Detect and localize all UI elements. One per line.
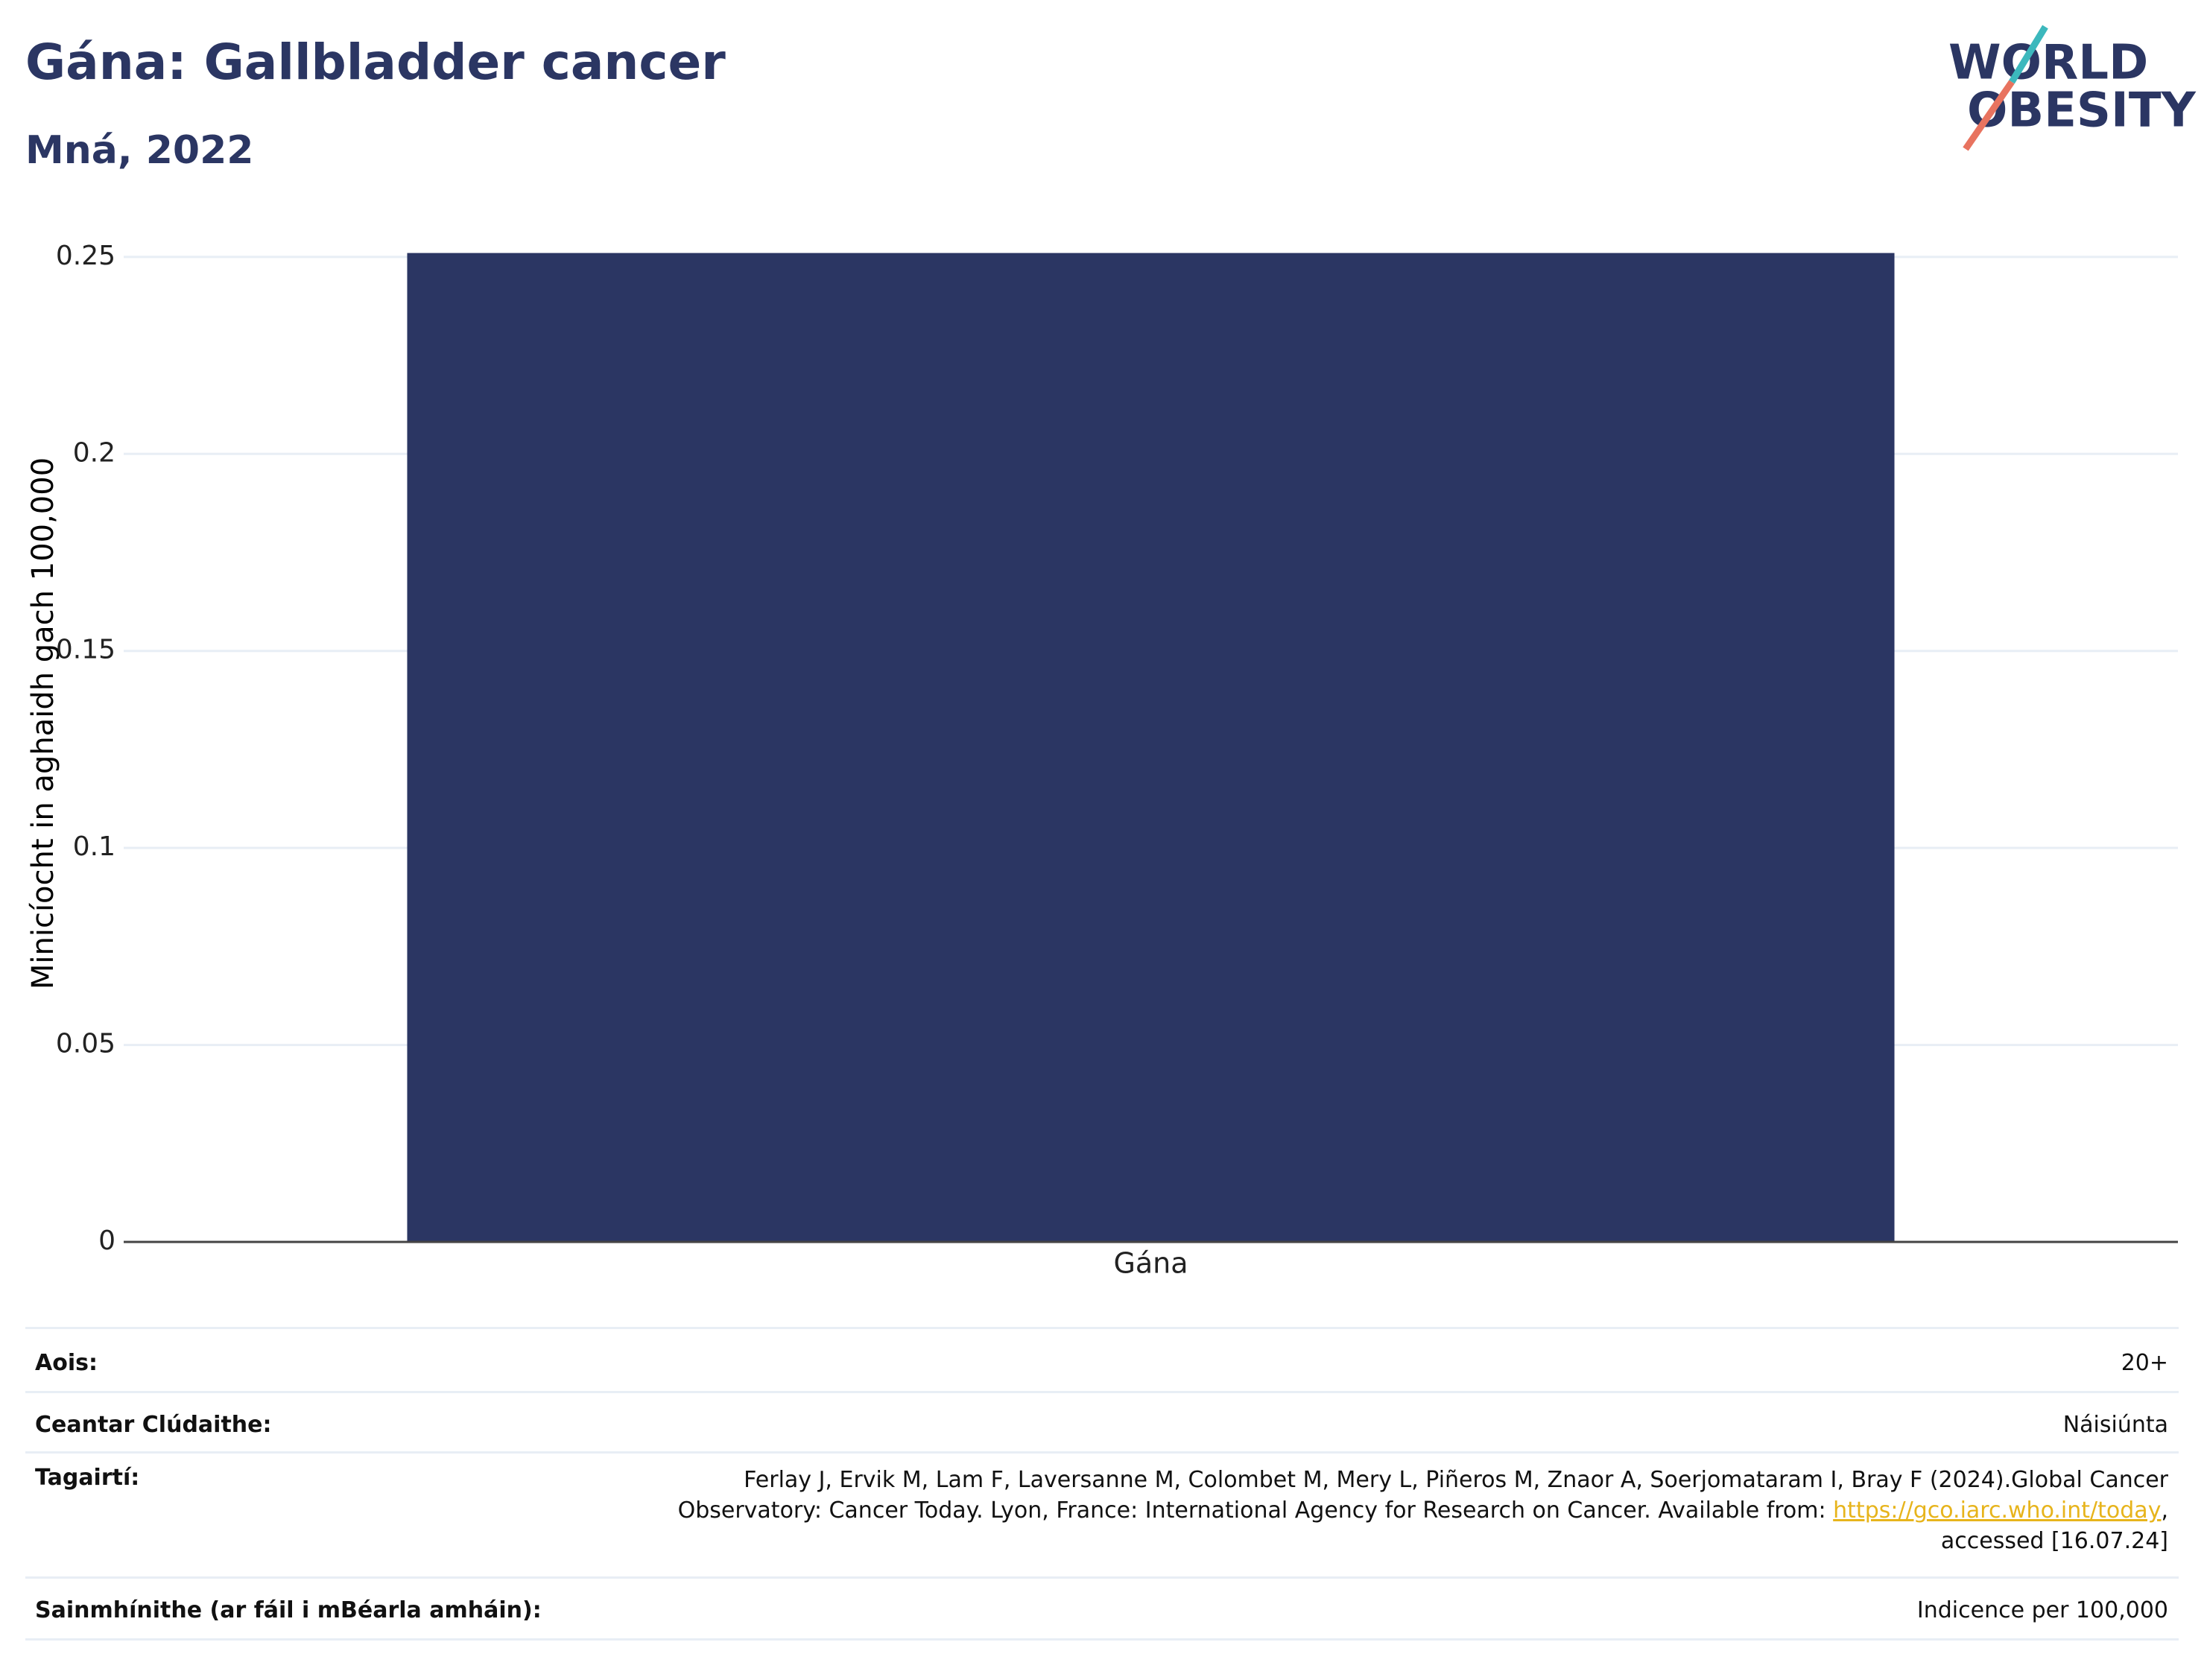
row-label: Sainmhínithe (ar fáil i mBéarla amháin): — [35, 1597, 542, 1623]
row-value: Ferlay J, Ervik M, Lam F, Laversanne M, … — [611, 1465, 2168, 1556]
logo-text: WORLD — [1948, 36, 2148, 91]
logo-slash — [2009, 25, 2048, 84]
row-value: Indicence per 100,000 — [1916, 1597, 2168, 1623]
table-row: Tagairtí: Ferlay J, Ervik M, Lam F, Laver… — [25, 1451, 2179, 1579]
chart-title: Gána: Gallbladder cancer — [25, 34, 726, 91]
table-border — [25, 1327, 2179, 1329]
table-row: Ceantar Clúdaithe: Náisiúnta — [25, 1391, 2179, 1454]
y-tick-label: 0.15 — [56, 635, 115, 665]
table-row: Sainmhínithe (ar fáil i mBéarla amháin):… — [25, 1576, 2179, 1641]
reference-link[interactable]: https://gco.iarc.who.int/today — [1833, 1497, 2162, 1524]
row-label: Ceantar Clúdaithe: — [35, 1412, 272, 1438]
table-row: Aois: 20+ — [25, 1329, 2179, 1393]
y-tick-label: 0 — [98, 1226, 115, 1256]
row-label: Tagairtí: — [35, 1465, 140, 1491]
chart: WORLD OBESITY Minicíocht in aghaidh gach… — [26, 25, 2196, 1280]
y-tick-label: 0.25 — [56, 241, 115, 271]
y-axis-label: Minicíocht in aghaidh gach 100,000 — [26, 457, 60, 989]
row-label: Aois: — [35, 1350, 98, 1376]
reference-text: , accessed [16.07.24] — [1940, 1497, 2168, 1554]
row-value: 20+ — [2121, 1350, 2168, 1376]
y-tick-label: 0.1 — [73, 831, 115, 862]
logo: WORLD OBESITY — [1948, 25, 2196, 151]
y-tick-label: 0.05 — [56, 1029, 115, 1059]
logo-slash — [1963, 80, 2015, 151]
y-tick-label: 0.2 — [73, 437, 115, 468]
reference-text: Ferlay J, Ervik M, Lam F, Laversanne M, … — [677, 1467, 2168, 1524]
bar — [407, 253, 1895, 1242]
row-value: Náisiúnta — [2062, 1412, 2168, 1438]
x-tick-label: Gána — [1113, 1247, 1188, 1280]
chart-subtitle: Mná, 2022 — [25, 128, 254, 173]
